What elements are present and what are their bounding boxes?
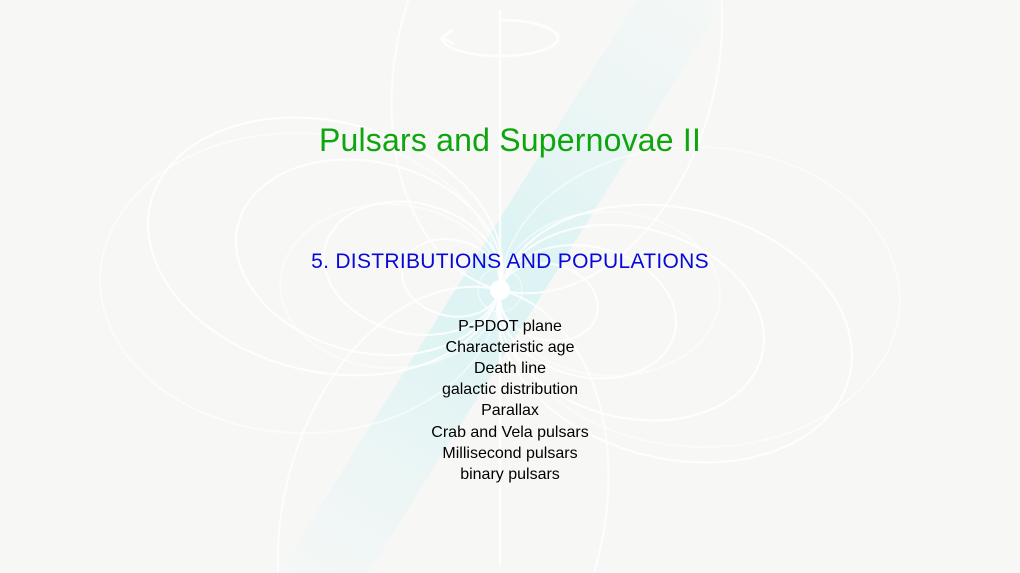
topic-item: binary pulsars (0, 464, 1020, 485)
slide-title: Pulsars and Supernovae II (0, 122, 1020, 159)
topic-item: Millisecond pulsars (0, 443, 1020, 464)
topic-item: Death line (0, 358, 1020, 379)
topic-item: Crab and Vela pulsars (0, 422, 1020, 443)
topic-item: Parallax (0, 400, 1020, 421)
section-heading: 5. DISTRIBUTIONS AND POPULATIONS (0, 250, 1020, 274)
topic-item: galactic distribution (0, 379, 1020, 400)
topic-list: P-PDOT plane Characteristic age Death li… (0, 316, 1020, 485)
topic-item: P-PDOT plane (0, 316, 1020, 337)
topic-item: Characteristic age (0, 337, 1020, 358)
